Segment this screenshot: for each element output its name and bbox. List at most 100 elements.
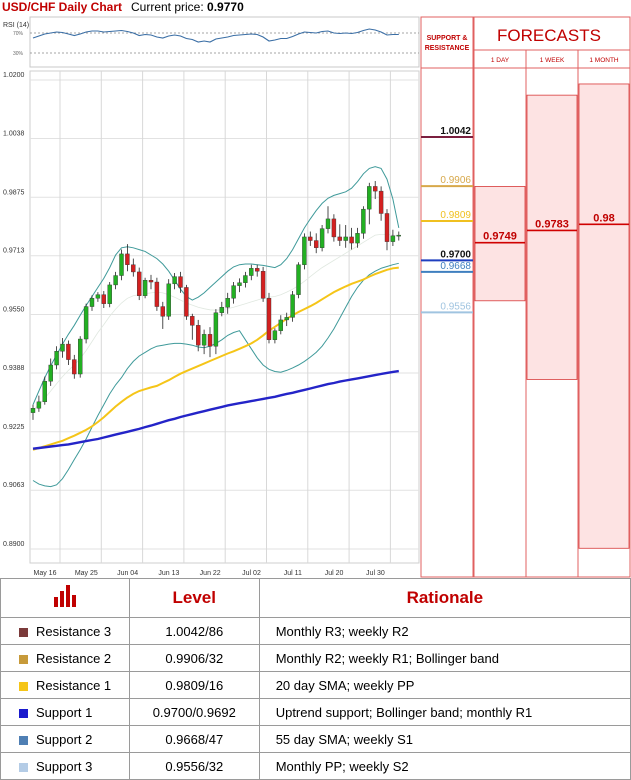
bollinger-upper-line <box>32 166 400 405</box>
level-rationale: 55 day SMA; weekly S1 <box>258 725 631 753</box>
level-value: 0.9556/32 <box>128 752 260 780</box>
candle-body <box>101 294 107 304</box>
candle-body <box>249 268 254 276</box>
candle <box>331 214 337 242</box>
level-color-swatch <box>19 735 28 745</box>
level-value: 1.0042/86 <box>128 617 260 645</box>
candle <box>260 266 266 302</box>
candle-body <box>148 280 154 283</box>
x-tick-label: Jun 22 <box>200 570 221 577</box>
y-tick-label: 0.8900 <box>3 541 25 548</box>
level-name: Support 3 <box>36 758 93 774</box>
candle <box>213 309 219 355</box>
sr-level-label: 0.9906 <box>440 175 471 186</box>
level-value: 0.9700/0.9692 <box>128 698 260 726</box>
candle-body <box>54 351 59 366</box>
candle <box>136 267 142 301</box>
x-tick-label: Jul 02 <box>242 570 261 577</box>
forecast-col-1day: 1 DAY <box>491 57 510 64</box>
levels-table-header: Level Rationale <box>0 578 631 618</box>
rsi-panel: RSI (14) 70% 30% <box>3 16 420 68</box>
candle <box>184 284 189 320</box>
candle-body <box>390 235 396 242</box>
candle <box>237 278 242 293</box>
candle-body <box>361 208 366 234</box>
candle-body <box>308 236 313 241</box>
candle-body <box>373 186 378 192</box>
candle-body <box>113 275 118 286</box>
candle <box>30 404 36 420</box>
sr-level-label: 0.9556 <box>440 301 471 312</box>
forecast-value-label: 0.98 <box>593 212 614 224</box>
candle <box>195 319 201 352</box>
candle-body <box>136 271 142 296</box>
bar-chart-icon <box>53 584 76 607</box>
sr-level-label: 1.0042 <box>440 126 471 137</box>
candle-body <box>237 282 242 286</box>
current-price-value: 0.9770 <box>207 0 244 14</box>
y-tick-label: 1.0200 <box>3 72 25 79</box>
level-value: 0.9809/16 <box>128 671 260 699</box>
sr-header-line1: SUPPORT & <box>427 35 468 42</box>
candle <box>166 279 171 320</box>
current-price: Current price: 0.9770 <box>131 0 244 14</box>
x-tick-label: Jul 20 <box>325 570 344 577</box>
levels-table-icon-cell <box>0 578 130 618</box>
level-name-cell: Support 2 <box>0 725 130 753</box>
candle <box>278 315 283 335</box>
level-name-cell: Resistance 1 <box>0 671 130 699</box>
level-rationale: Uptrend support; Bollinger band; monthly… <box>258 698 631 726</box>
candle-body <box>172 276 177 285</box>
candle-body <box>337 236 342 241</box>
candle-body <box>296 264 301 295</box>
x-tick-label: May 25 <box>75 570 98 577</box>
rsi-level-70: 70% <box>13 31 24 37</box>
candle <box>396 231 401 241</box>
candle-body <box>42 381 47 403</box>
candle <box>319 225 325 252</box>
candle-body <box>314 240 319 248</box>
candle <box>296 262 301 299</box>
candle <box>42 376 47 405</box>
forecast-value-label: 0.9749 <box>483 231 517 243</box>
candle-body <box>60 343 65 352</box>
candle-body <box>107 284 112 304</box>
candle-body <box>119 253 124 276</box>
candle <box>119 249 124 281</box>
candle <box>314 233 319 254</box>
forecast-col-1month: 1 MONTH <box>589 57 619 64</box>
candle <box>390 229 396 246</box>
y-tick-label: 0.9875 <box>3 189 25 196</box>
level-name: Support 1 <box>36 704 93 720</box>
level-value: 0.9906/32 <box>128 644 260 672</box>
sr-level-label: 0.9809 <box>440 210 471 221</box>
candle <box>243 271 248 288</box>
y-tick-label: 1.0038 <box>3 130 25 137</box>
candle <box>60 337 65 358</box>
level-rationale: Monthly R2; weekly R1; Bollinger band <box>258 644 631 672</box>
x-tick-label: Jul 11 <box>284 570 302 577</box>
level-color-swatch <box>19 762 28 772</box>
candle-body <box>95 294 101 299</box>
candle-body <box>319 228 325 248</box>
candle <box>190 313 195 340</box>
table-row: Resistance 2 0.9906/32 Monthly R2; weekly … <box>0 644 631 672</box>
x-tick-label: Jun 04 <box>117 570 138 577</box>
levels-table: Level Rationale Resistance 3 1.0042/86 Mon… <box>0 578 631 780</box>
level-color-swatch <box>19 627 28 637</box>
candle-body <box>213 312 219 347</box>
candle-body <box>219 307 225 313</box>
candle-body <box>325 218 331 229</box>
candle <box>101 291 107 309</box>
candle <box>231 282 236 304</box>
candle <box>125 244 130 272</box>
candle <box>284 312 289 327</box>
rsi-label: RSI (14) <box>3 22 29 29</box>
y-tick-label: 0.9550 <box>3 307 25 314</box>
candle-body <box>331 218 337 238</box>
candle-body <box>290 294 295 318</box>
rsi-level-30: 30% <box>13 51 24 57</box>
candle-body <box>190 316 195 326</box>
candle-body <box>125 253 130 265</box>
table-row: Support 2 0.9668/47 55 day SMA; weekly S1 <box>0 725 631 753</box>
